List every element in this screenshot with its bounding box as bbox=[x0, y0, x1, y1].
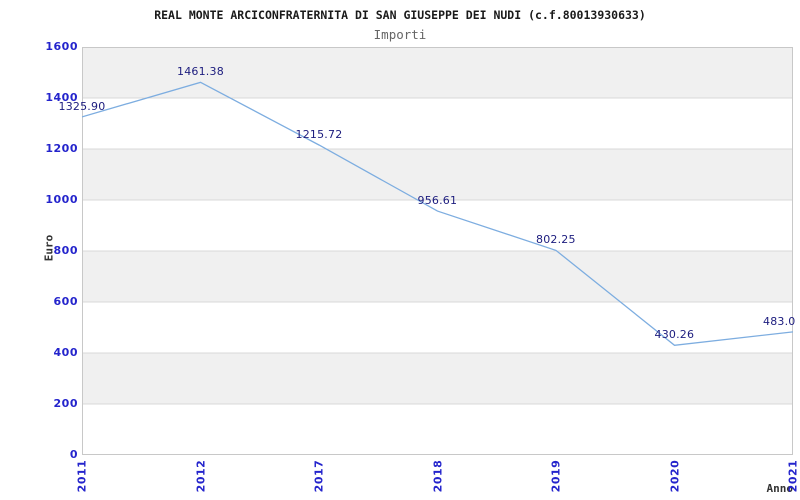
grid-band bbox=[82, 353, 793, 404]
x-tick-label: 2017 bbox=[312, 459, 326, 493]
chart-subtitle: Importi bbox=[373, 27, 427, 42]
point-label: 1215.72 bbox=[295, 127, 343, 141]
x-tick-label: 2020 bbox=[668, 459, 681, 493]
x-tick-label: 2012 bbox=[194, 459, 207, 493]
y-tick-label: 1600 bbox=[45, 40, 78, 53]
grid-band bbox=[82, 47, 793, 98]
y-tick-label: 1000 bbox=[45, 193, 78, 206]
y-tick-label: 0 bbox=[69, 448, 78, 461]
line-chart-svg bbox=[82, 47, 793, 455]
point-label: 430.26 bbox=[654, 328, 695, 342]
y-tick-label: 1400 bbox=[45, 91, 78, 104]
x-tick-label: 2019 bbox=[549, 459, 563, 493]
point-label: 1325.90 bbox=[58, 99, 106, 113]
grid-band bbox=[82, 251, 793, 302]
plot-area bbox=[82, 47, 793, 455]
x-tick-label: 2021 bbox=[786, 459, 800, 493]
x-tick-label: 2018 bbox=[431, 459, 444, 493]
point-label: 802.25 bbox=[536, 233, 576, 247]
point-label: 483.0 bbox=[763, 314, 796, 328]
x-tick-label: 2011 bbox=[75, 459, 89, 493]
y-tick-label: 1200 bbox=[45, 142, 78, 155]
chart-title: REAL MONTE ARCICONFRATERNITA DI SAN GIUS… bbox=[154, 8, 646, 22]
x-axis-title: Anno bbox=[766, 482, 794, 495]
data-line bbox=[82, 81, 793, 346]
point-label: 956.61 bbox=[417, 194, 458, 208]
y-tick-label: 200 bbox=[53, 397, 78, 410]
point-label: 1461.38 bbox=[177, 65, 224, 79]
plot-border bbox=[82, 47, 793, 455]
y-tick-label: 800 bbox=[53, 244, 78, 257]
y-tick-label: 400 bbox=[53, 346, 78, 359]
y-tick-label: 600 bbox=[53, 295, 78, 308]
grid-band bbox=[82, 149, 793, 200]
